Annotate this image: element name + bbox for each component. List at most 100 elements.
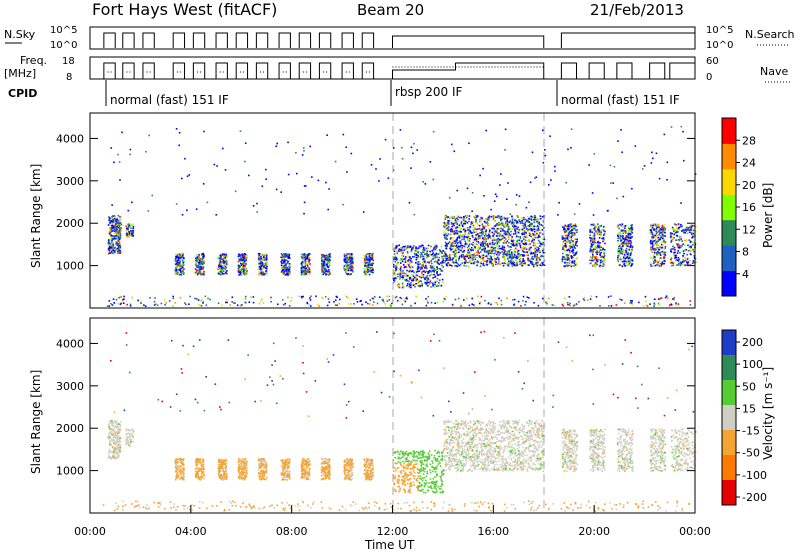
echo-cell <box>424 278 426 281</box>
echo-cell <box>595 247 597 249</box>
echo-cell <box>602 247 604 250</box>
echo-cell <box>202 273 205 276</box>
echo-cell <box>678 228 680 231</box>
echo-cell <box>226 255 228 257</box>
echo-cell <box>512 239 515 242</box>
echo-cell <box>309 305 312 307</box>
echo-cell <box>519 236 521 238</box>
echo-cell <box>565 258 567 261</box>
echo-cell <box>677 243 680 246</box>
echo-cell <box>596 263 599 266</box>
echo-cell <box>651 157 654 160</box>
echo-cell <box>512 225 514 227</box>
echo-cell <box>511 241 514 244</box>
echo-cell <box>257 257 260 259</box>
echo-cell <box>513 298 516 301</box>
echo-cell <box>591 245 593 247</box>
echo-cell <box>578 203 581 205</box>
echo-cell <box>307 254 310 256</box>
echo-cell <box>496 240 499 243</box>
echo-cell <box>156 304 159 306</box>
echo-cell <box>107 241 110 243</box>
echo-cell <box>487 250 490 252</box>
echo-cell <box>524 224 526 226</box>
echo-cell <box>119 229 121 232</box>
echo-cell <box>624 239 626 242</box>
echo-cell <box>434 269 437 271</box>
echo-cell <box>405 255 407 258</box>
echo-cell <box>284 254 286 257</box>
echo-cell <box>451 242 454 245</box>
echo-cell <box>304 256 307 258</box>
echo-cell <box>395 244 398 247</box>
echo-cell <box>566 249 568 252</box>
echo-cell <box>569 302 571 305</box>
echo-cell <box>519 220 521 223</box>
echo-cell <box>181 255 183 258</box>
echo-cell <box>625 235 627 237</box>
echo-cell <box>529 224 532 227</box>
echo-cell <box>487 219 490 221</box>
echo-cell <box>645 300 647 303</box>
echo-cell <box>505 242 508 244</box>
freq-tick-bottom: 8 <box>66 72 72 83</box>
echo-cell <box>544 154 547 157</box>
echo-cell <box>239 130 242 132</box>
echo-cell <box>436 261 439 263</box>
echo-cell <box>115 240 117 243</box>
echo-cell <box>672 254 675 257</box>
echo-cell <box>417 267 420 269</box>
echo-cell <box>475 251 478 254</box>
echo-cell <box>598 224 601 227</box>
echo-cell <box>413 245 415 247</box>
echo-cell <box>466 221 469 224</box>
echo-cell <box>658 248 661 251</box>
echo-cell <box>248 174 250 177</box>
echo-cell <box>543 254 545 256</box>
cpid-segment-1: normal (fast) 151 IF <box>110 93 229 107</box>
echo-cell <box>568 226 571 229</box>
echo-cell <box>623 242 625 245</box>
echo-cell <box>551 304 554 306</box>
echo-cell <box>670 126 673 128</box>
echo-cell <box>662 240 665 243</box>
echo-cell <box>500 215 503 218</box>
echo-cell <box>246 270 248 273</box>
echo-cell <box>459 227 462 230</box>
echo-cell <box>617 225 620 228</box>
echo-cell <box>549 135 551 138</box>
echo-cell <box>403 299 405 301</box>
echo-cell <box>350 152 353 155</box>
echo-cell <box>479 232 481 234</box>
echo-cell <box>629 245 631 248</box>
echo-cell <box>485 238 487 240</box>
echo-cell <box>477 251 480 253</box>
echo-cell <box>431 249 434 252</box>
echo-cell <box>418 270 421 272</box>
echo-cell <box>658 260 661 262</box>
echo-cell <box>132 234 135 237</box>
echo-cell <box>113 237 115 239</box>
echo-cell <box>302 147 305 149</box>
echo-cell <box>439 250 442 252</box>
echo-cell <box>589 236 591 239</box>
echo-cell <box>225 260 228 262</box>
echo-cell <box>562 247 564 249</box>
echo-cell <box>263 273 265 276</box>
echo-cell <box>522 218 525 221</box>
echo-cell <box>539 218 542 220</box>
echo-cell <box>288 259 291 262</box>
echo-cell <box>326 134 328 136</box>
echo-cell <box>461 262 464 264</box>
echo-cell <box>519 244 522 247</box>
echo-cell <box>427 244 430 247</box>
echo-cell <box>519 222 522 225</box>
echo-cell <box>435 244 438 247</box>
echo-cell <box>690 226 692 228</box>
echo-cell <box>288 268 291 271</box>
echo-cell <box>591 265 594 267</box>
echo-cell <box>414 276 416 279</box>
echo-cell <box>117 153 119 156</box>
echo-cell <box>425 267 427 269</box>
echo-cell <box>670 234 672 237</box>
